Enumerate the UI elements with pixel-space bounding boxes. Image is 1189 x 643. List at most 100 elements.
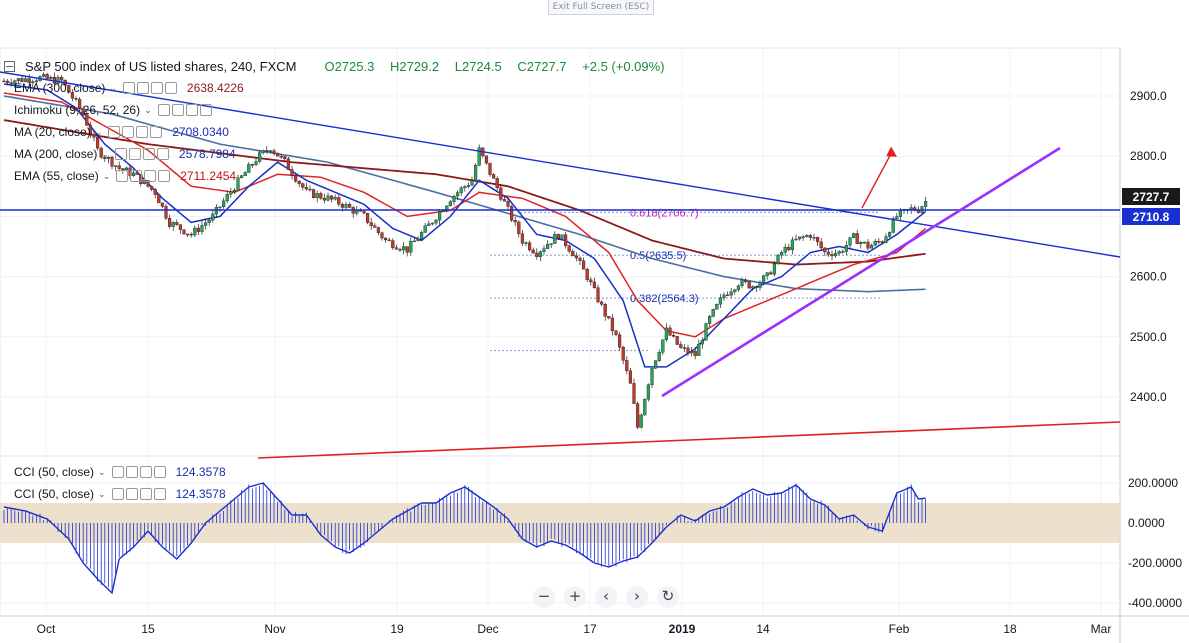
candle-body (632, 383, 636, 404)
indicator-buttons[interactable] (116, 170, 171, 182)
add-icon[interactable] (136, 126, 149, 138)
more-icon[interactable] (164, 82, 177, 94)
candle-body (582, 260, 586, 270)
candle-body (614, 330, 618, 335)
indicator-legend-row[interactable]: EMA (300, close) ⌄ 2638.4226 (4, 79, 244, 97)
indicator-buttons[interactable] (157, 104, 212, 116)
eye-icon[interactable] (122, 82, 135, 94)
chevron-down-icon[interactable]: ⌄ (144, 104, 152, 115)
candle-body (286, 158, 290, 170)
scroll-left-icon[interactable]: ‹ (595, 586, 617, 608)
candle-body (463, 186, 467, 189)
indicator-name[interactable]: CCI (50, close) (14, 487, 95, 501)
indicator-legend-row[interactable]: Ichimoku (9, 26, 52, 26) ⌄ (4, 101, 222, 119)
candle-body (866, 241, 870, 249)
arrow-line (861, 149, 894, 209)
candle-body (567, 245, 571, 252)
eye-icon[interactable] (108, 126, 121, 138)
chevron-down-icon[interactable]: ⌄ (98, 488, 106, 499)
collapse-icon[interactable] (4, 60, 15, 72)
chevron-down-icon[interactable]: ⌄ (101, 148, 109, 159)
settings-icon[interactable] (171, 104, 184, 116)
indicator-buttons[interactable] (122, 82, 177, 94)
cci-legend-row[interactable]: CCI (50, close) ⌄ 124.3578 (4, 485, 226, 503)
candle-body (747, 281, 751, 289)
add-icon[interactable] (185, 104, 198, 116)
eye-icon[interactable] (111, 466, 124, 478)
chevron-down-icon[interactable]: ⌄ (102, 170, 111, 181)
exit-fullscreen-button[interactable]: Exit Full Screen (ESC) (548, 0, 654, 15)
candle-body (409, 241, 413, 253)
indicator-legend-row[interactable]: EMA (55, close) ⌄ 2711.2454 (4, 167, 236, 185)
add-icon[interactable] (139, 488, 152, 500)
indicator-buttons[interactable] (111, 488, 166, 500)
indicator-name[interactable]: CCI (50, close) (14, 465, 95, 479)
chevron-down-icon[interactable]: ⌄ (94, 126, 103, 137)
indicator-buttons[interactable] (111, 466, 166, 478)
more-icon[interactable] (153, 466, 166, 478)
zoom-in-icon[interactable]: + (564, 586, 586, 608)
candle-body (117, 165, 121, 169)
indicator-buttons[interactable] (114, 148, 169, 160)
settings-icon[interactable] (125, 488, 138, 500)
indicator-buttons[interactable] (108, 126, 163, 138)
settings-icon[interactable] (128, 148, 141, 160)
chevron-down-icon[interactable]: ⌄ (98, 466, 106, 477)
candle-body (157, 194, 161, 204)
indicator-name[interactable]: MA (20, close) (14, 125, 91, 139)
eye-icon[interactable] (116, 170, 129, 182)
candle-body (898, 210, 902, 217)
add-icon[interactable] (144, 170, 157, 182)
candle-body (24, 78, 28, 82)
candle-body (841, 251, 845, 253)
candle-body (690, 351, 694, 354)
ma20-line (3, 83, 927, 368)
more-icon[interactable] (199, 104, 212, 116)
indicator-legend-row[interactable]: MA (20, close) ⌄ 2708.0340 (4, 123, 229, 141)
candle-body (506, 200, 510, 207)
add-icon[interactable] (150, 82, 163, 94)
candle-body (891, 218, 895, 233)
more-icon[interactable] (156, 148, 169, 160)
more-icon[interactable] (158, 170, 171, 182)
reset-icon[interactable]: ↻ (657, 586, 679, 608)
indicator-name[interactable]: MA (200, close) (14, 147, 98, 161)
candle-body (848, 237, 852, 246)
cci-tick-label: 200.0000 (1128, 476, 1178, 490)
candle-body (2, 80, 6, 83)
more-icon[interactable] (153, 488, 166, 500)
eye-icon[interactable] (111, 488, 124, 500)
chevron-down-icon[interactable]: ⌄ (109, 82, 117, 93)
eye-icon[interactable] (157, 104, 170, 116)
eye-icon[interactable] (114, 148, 127, 160)
settings-icon[interactable] (136, 82, 149, 94)
indicator-name[interactable]: EMA (300, close) (14, 81, 106, 95)
zoom-out-icon[interactable]: − (533, 586, 555, 608)
settings-icon[interactable] (130, 170, 143, 182)
indicator-name[interactable]: Ichimoku (9, 26, 52, 26) (14, 103, 141, 117)
cci-tick-label: -200.0000 (1128, 556, 1182, 570)
settings-icon[interactable] (125, 466, 138, 478)
settings-icon[interactable] (122, 126, 135, 138)
scroll-right-icon[interactable]: › (626, 586, 648, 608)
candle-body (603, 303, 607, 317)
cci-legend-row[interactable]: CCI (50, close) ⌄ 124.3578 (4, 463, 226, 481)
symbol-title[interactable]: S&P 500 index of US listed shares, 240, … (25, 58, 297, 74)
candle-body (542, 248, 546, 252)
indicator-name[interactable]: EMA (55, close) (14, 169, 99, 183)
candle-body (852, 233, 856, 238)
candle-body (290, 169, 294, 176)
candle-body (373, 225, 377, 228)
candle-body (182, 229, 186, 235)
candle-body (607, 316, 611, 319)
candle-body (250, 164, 254, 166)
level-label: 2710.8 (1133, 210, 1170, 224)
add-icon[interactable] (142, 148, 155, 160)
more-icon[interactable] (150, 126, 163, 138)
candle-body (438, 211, 442, 221)
add-icon[interactable] (139, 466, 152, 478)
indicator-legend-row[interactable]: MA (200, close) ⌄ 2578.7984 (4, 145, 236, 163)
candle-body (639, 414, 643, 428)
candle-body (787, 247, 791, 251)
